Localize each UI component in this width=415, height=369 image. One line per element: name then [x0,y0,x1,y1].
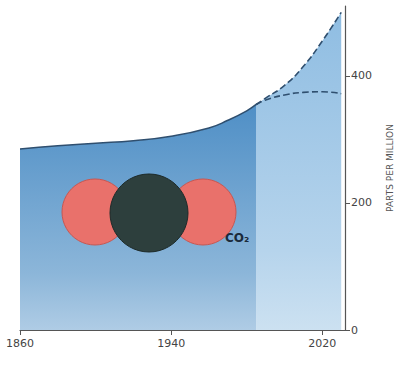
svg-text:PARTS PER MILLION: PARTS PER MILLION [385,124,395,212]
svg-text:1940: 1940 [157,337,185,350]
svg-text:1860: 1860 [6,337,34,350]
svg-text:0: 0 [351,324,358,337]
svg-text:CO₂: CO₂ [225,231,249,245]
svg-text:2020: 2020 [308,337,336,350]
svg-text:400: 400 [351,69,372,82]
svg-text:200: 200 [351,196,372,209]
